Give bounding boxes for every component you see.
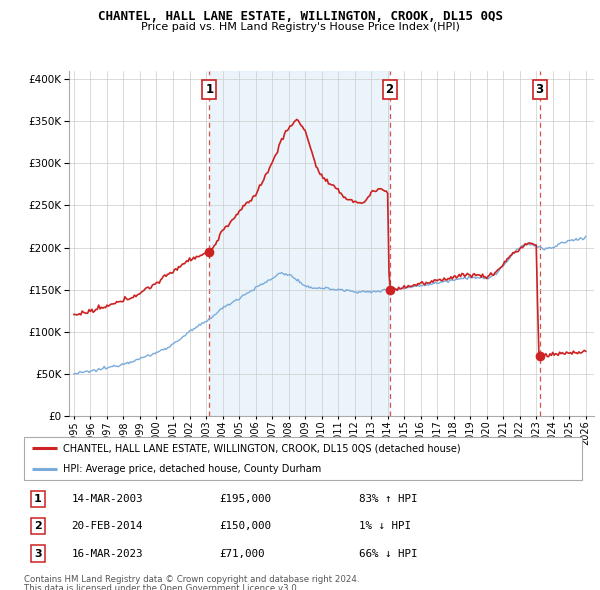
Text: 1: 1 — [34, 494, 42, 504]
Text: Contains HM Land Registry data © Crown copyright and database right 2024.: Contains HM Land Registry data © Crown c… — [24, 575, 359, 584]
Text: 14-MAR-2003: 14-MAR-2003 — [71, 494, 143, 504]
Text: HPI: Average price, detached house, County Durham: HPI: Average price, detached house, Coun… — [63, 464, 322, 474]
Text: 20-FEB-2014: 20-FEB-2014 — [71, 522, 143, 531]
Text: CHANTEL, HALL LANE ESTATE, WILLINGTON, CROOK, DL15 0QS (detached house): CHANTEL, HALL LANE ESTATE, WILLINGTON, C… — [63, 443, 461, 453]
Text: 1% ↓ HPI: 1% ↓ HPI — [359, 522, 411, 531]
Text: 2: 2 — [34, 522, 42, 531]
Text: 66% ↓ HPI: 66% ↓ HPI — [359, 549, 418, 559]
Text: 16-MAR-2023: 16-MAR-2023 — [71, 549, 143, 559]
Text: 3: 3 — [535, 83, 544, 96]
Text: 3: 3 — [34, 549, 42, 559]
Text: £150,000: £150,000 — [220, 522, 271, 531]
Text: 83% ↑ HPI: 83% ↑ HPI — [359, 494, 418, 504]
Text: 2: 2 — [386, 83, 394, 96]
Text: 1: 1 — [205, 83, 214, 96]
Text: Price paid vs. HM Land Registry's House Price Index (HPI): Price paid vs. HM Land Registry's House … — [140, 22, 460, 32]
FancyBboxPatch shape — [24, 437, 582, 480]
Text: CHANTEL, HALL LANE ESTATE, WILLINGTON, CROOK, DL15 0QS: CHANTEL, HALL LANE ESTATE, WILLINGTON, C… — [97, 10, 503, 23]
Text: £71,000: £71,000 — [220, 549, 265, 559]
Text: £195,000: £195,000 — [220, 494, 271, 504]
Text: This data is licensed under the Open Government Licence v3.0.: This data is licensed under the Open Gov… — [24, 584, 299, 590]
